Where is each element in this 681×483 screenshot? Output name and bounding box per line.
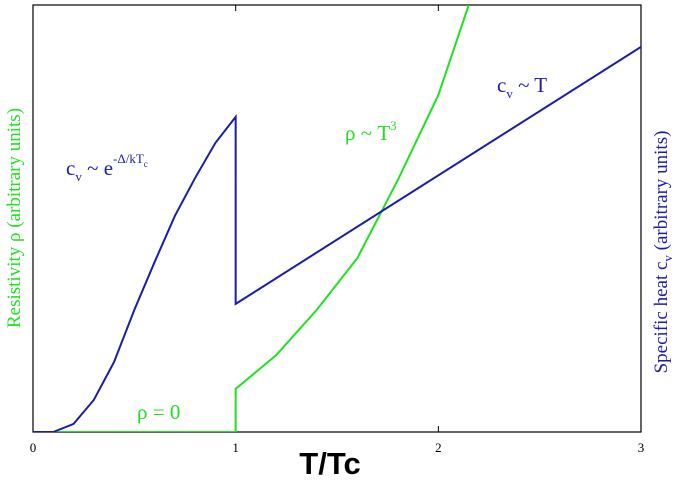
x-axis-label: T/Tc (299, 446, 360, 481)
annotation-sup: -Δ/kT (113, 151, 144, 166)
x-tick-label: 0 (30, 440, 37, 455)
annotation-sub: c (144, 159, 148, 169)
x-tick-label: 1 (232, 440, 239, 455)
annotation-part: ~ T (513, 73, 547, 97)
annotation: ρ = 0 (137, 400, 180, 424)
annotation-part: ~ e (82, 156, 113, 180)
annotation-sub: v (506, 86, 513, 101)
annotation-sup: 3 (390, 118, 397, 133)
line (33, 5, 470, 432)
line (33, 46, 641, 432)
annotation-part: c (497, 73, 506, 97)
annotation-part: ρ ~ T (345, 121, 390, 145)
annotation-part: c (66, 156, 75, 180)
y2-axis-label: Specific heat cv (arbitrary units) (651, 131, 675, 374)
y2-label-part: Specific heat c (651, 262, 672, 374)
annotation: cv ~ T (497, 73, 547, 101)
x-tick-label: 3 (638, 440, 645, 455)
plot-frame (32, 4, 642, 433)
annotation: ρ ~ T3 (345, 118, 397, 145)
y-axis-label: Resistivity ρ (arbitrary units) (4, 108, 25, 328)
y2-label-sub: v (660, 255, 675, 262)
x-tick-label: 2 (435, 440, 442, 455)
annotation: cv ~ e-Δ/kTc (66, 151, 148, 184)
y2-label-part: (arbitrary units) (651, 131, 672, 256)
annotation-sub: v (75, 169, 82, 184)
